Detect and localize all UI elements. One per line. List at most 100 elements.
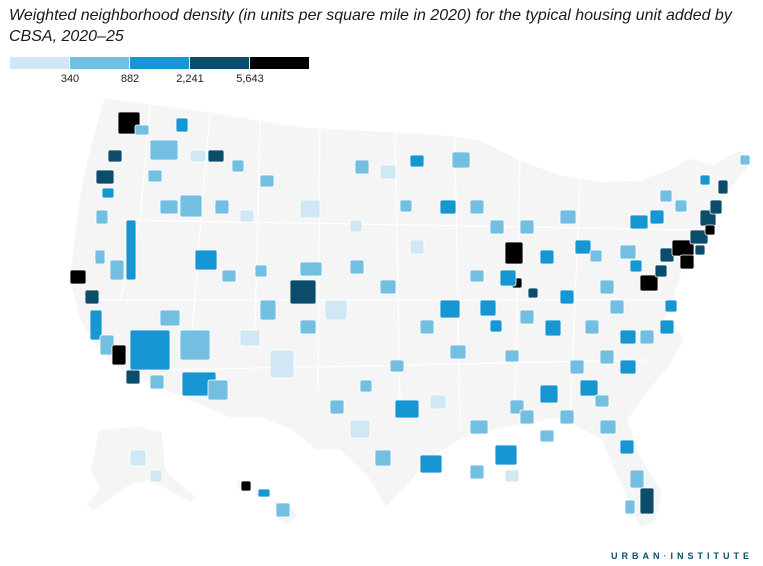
cbsa-region	[419, 319, 435, 335]
cbsa-region	[214, 199, 230, 215]
cbsa-region	[519, 409, 535, 425]
cbsa-region	[479, 299, 497, 317]
cbsa-region	[519, 309, 535, 325]
cbsa-region	[389, 359, 405, 373]
cbsa-region	[629, 469, 645, 489]
cbsa-region	[609, 299, 625, 315]
legend-swatch-4	[190, 57, 250, 69]
cbsa-region	[259, 299, 277, 321]
cbsa-region	[111, 344, 127, 366]
cbsa-region	[379, 164, 397, 180]
cbsa-region	[569, 359, 585, 375]
cbsa-region	[175, 117, 189, 133]
cbsa-region	[449, 344, 467, 360]
cbsa-region	[504, 469, 520, 483]
map-title: Weighted neighborhood density (in units …	[9, 7, 732, 45]
legend-tick-4: 5,643	[236, 73, 264, 85]
cbsa-region	[639, 329, 655, 345]
cbsa-region	[289, 279, 317, 305]
cbsa-region	[95, 169, 115, 185]
cbsa-region	[439, 199, 457, 215]
cbsa-region	[101, 187, 115, 199]
legend-swatch-2	[70, 57, 130, 69]
cbsa-region	[194, 249, 218, 271]
cbsa-region	[159, 309, 181, 327]
cbsa-region	[544, 319, 562, 337]
cbsa-region	[149, 469, 163, 483]
cbsa-region	[354, 159, 370, 175]
cbsa-region	[559, 209, 577, 225]
cbsa-region	[259, 174, 275, 188]
cbsa-region	[125, 219, 137, 281]
cbsa-region	[129, 329, 171, 371]
us-base-shapes	[69, 97, 753, 529]
legend-swatch-1	[10, 57, 70, 69]
cbsa-region	[379, 279, 397, 295]
legend-tick-2: 882	[120, 73, 140, 85]
cbsa-region	[589, 249, 603, 263]
cbsa-region	[299, 199, 321, 219]
cbsa-region	[147, 169, 163, 183]
cbsa-region	[159, 199, 179, 215]
cbsa-region	[559, 409, 575, 425]
cbsa-region	[599, 279, 615, 295]
cbsa-region	[579, 379, 599, 397]
cbsa-region	[584, 319, 600, 335]
cbsa-region	[149, 374, 165, 390]
cbsa-region	[207, 379, 229, 401]
cbsa-region	[189, 149, 207, 163]
cbsa-region	[539, 429, 555, 443]
legend-tick-1: 340	[60, 73, 80, 85]
cbsa-region	[231, 159, 245, 173]
cbsa-region	[299, 319, 317, 335]
cbsa-region	[739, 154, 751, 166]
cbsa-region	[469, 269, 485, 283]
cbsa-region	[599, 419, 617, 435]
cbsa-region	[451, 151, 471, 169]
cbsa-region	[594, 394, 610, 408]
cbsa-region	[409, 239, 425, 255]
cbsa-region	[239, 209, 255, 223]
cbsa-region	[494, 444, 518, 466]
cbsa-region	[89, 309, 103, 341]
cbsa-region	[694, 244, 706, 256]
cbsa-region	[629, 259, 643, 273]
cbsa-region	[324, 299, 348, 321]
cbsa-region	[94, 249, 106, 265]
cbsa-region	[329, 399, 345, 415]
cbsa-region	[95, 209, 109, 225]
cbsa-region	[469, 464, 485, 480]
cbsa-region	[489, 219, 505, 235]
cbsa-region	[109, 259, 125, 281]
cbsa-region	[619, 329, 637, 345]
cbsa-region	[539, 249, 555, 265]
cbsa-region	[664, 299, 678, 313]
cbsa-region	[654, 264, 668, 278]
cbsa-region	[619, 439, 635, 455]
cbsa-region	[504, 349, 520, 363]
cbsa-region	[349, 419, 371, 439]
cbsa-region	[674, 199, 688, 213]
cbsa-region	[240, 480, 252, 492]
cbsa-region	[539, 384, 559, 404]
cbsa-region	[221, 269, 237, 283]
cbsa-region	[394, 399, 420, 419]
cbsa-region	[639, 487, 655, 515]
cbsa-region	[619, 244, 637, 260]
cbsa-region	[269, 349, 295, 379]
cbsa-region	[419, 454, 443, 474]
cbsa-region	[349, 219, 363, 233]
cbsa-region	[257, 488, 271, 498]
cbsa-region	[709, 199, 723, 215]
cbsa-region	[179, 329, 211, 361]
cbsa-region	[84, 289, 100, 305]
cbsa-region	[299, 261, 323, 277]
cbsa-region	[639, 274, 659, 292]
cbsa-region	[349, 259, 365, 275]
cbsa-region	[107, 149, 123, 163]
legend-swatch-5	[250, 57, 310, 69]
legend-swatch-3	[130, 57, 190, 69]
contiguous-us-outline	[69, 97, 753, 529]
cbsa-region	[117, 111, 141, 135]
cbsa-region	[689, 229, 709, 245]
